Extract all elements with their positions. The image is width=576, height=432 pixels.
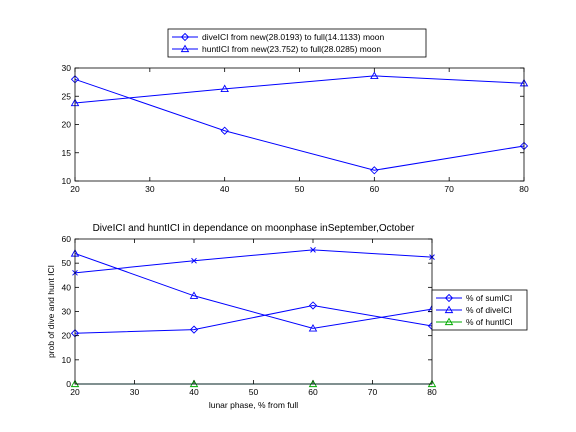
x-tick-label: 50: [249, 387, 259, 397]
x-tick-label: 40: [220, 184, 230, 194]
x-tick-label: 80: [427, 387, 437, 397]
y-tick-label: 20: [62, 331, 72, 341]
axes-frame: [74, 238, 433, 385]
y-tick-label: 0: [66, 379, 71, 389]
y-tick-label: 15: [62, 148, 72, 158]
data-point-s1-1: [220, 84, 229, 92]
x-tick-label: 70: [368, 387, 378, 397]
series-group: [70, 71, 529, 175]
data-point-s3-2: [310, 247, 316, 253]
y-tick-label: 30: [62, 307, 72, 317]
x-tick-label: 60: [308, 387, 318, 397]
data-point-s1-2: [370, 71, 379, 79]
legend: % of sumICI % of diveICI % of huntICI: [431, 289, 528, 331]
series-line-1: [74, 253, 433, 329]
legend-entry: % of diveICI: [466, 305, 512, 315]
x-tick-label: 20: [70, 387, 80, 397]
y-tick-label: 50: [62, 258, 72, 268]
legend-entry: % of huntICI: [466, 317, 513, 327]
y-tick-label: 10: [62, 355, 72, 365]
legend-entry: diveICI from new(28.0193) to full(14.113…: [202, 32, 384, 42]
y-tick-label: 10: [62, 176, 72, 186]
legend-entry: huntICI from new(23.752) to full(28.0285…: [202, 44, 381, 54]
y-tick-label: 30: [62, 63, 72, 73]
legend-marker: [444, 305, 454, 314]
x-tick-label: 30: [130, 387, 140, 397]
series-group: [70, 247, 437, 388]
data-point-s3-1: [191, 257, 197, 264]
series-line-0: [74, 304, 433, 334]
legend-entry: % of sumICI: [466, 293, 512, 303]
legend-marker: [180, 44, 190, 53]
legend-marker: [180, 32, 190, 42]
x-tick-label: 20: [70, 184, 80, 194]
legend-marker: [444, 293, 454, 303]
data-point-s0-1: [220, 126, 229, 135]
data-point-s0-2: [308, 301, 318, 310]
x-tick-label: 30: [145, 184, 155, 194]
y-tick-label: 40: [62, 282, 72, 292]
series-line-1: [74, 75, 525, 104]
data-point-s1-1: [189, 291, 199, 299]
y-axis-label: prob of dive and hunt ICI: [46, 265, 56, 358]
y-tick-label: 20: [62, 120, 72, 130]
legend-box: [167, 28, 427, 58]
data-point-s0-1: [189, 325, 199, 334]
data-point-s1-2: [308, 324, 318, 332]
y-tick-label: 25: [62, 91, 72, 101]
data-point-s0-2: [370, 166, 379, 175]
bottom-axes: 20 30 40 50 60 70 80 0 10 20 30 40 50 60 DiveICI and h…: [46, 223, 528, 410]
legend: diveICI from new(28.0193) to full(14.113…: [167, 28, 427, 58]
x-tick-label: 50: [295, 184, 305, 194]
x-tick-label: 60: [370, 184, 380, 194]
series-line-0: [74, 78, 525, 171]
x-tick-label: 40: [189, 387, 199, 397]
legend-marker: [444, 317, 454, 326]
y-tick-label: 60: [62, 234, 72, 244]
axes-frame: [74, 67, 525, 182]
x-tick-label: 80: [519, 184, 529, 194]
series-line-3: [74, 249, 433, 274]
x-axis-label: lunar phase, % from full: [209, 400, 298, 410]
chart-title: DiveICI and huntICI in dependance on moo…: [93, 223, 416, 234]
top-axes: 20 30 40 50 60 70 80 10 15 20 25 30 diveICI from new…: [62, 28, 529, 194]
x-tick-label: 70: [444, 184, 454, 194]
